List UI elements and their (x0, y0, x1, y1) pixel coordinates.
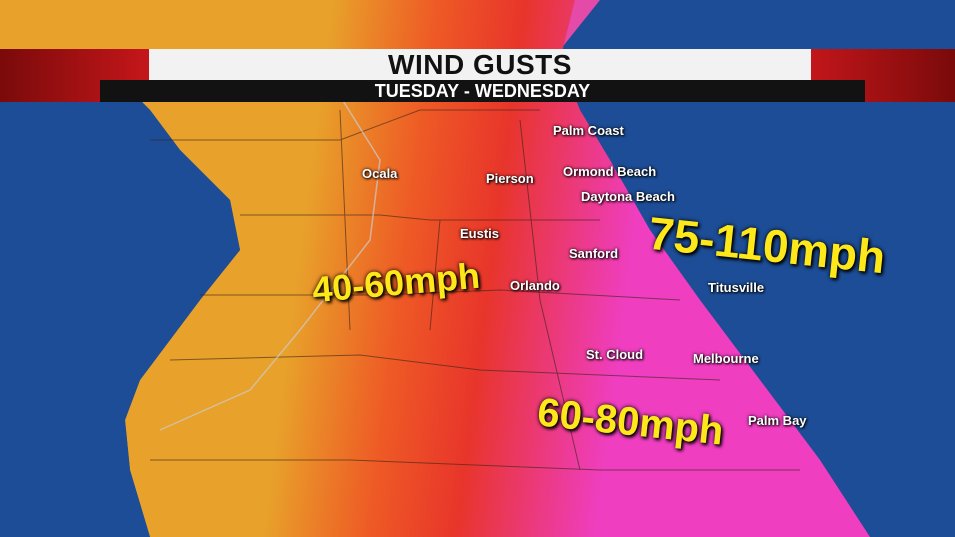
city-label: Titusville (708, 280, 765, 295)
city-label: Orlando (510, 278, 560, 293)
city-label: Ormond Beach (563, 164, 657, 179)
banner-title: WIND GUSTS (149, 49, 811, 80)
city-label: St. Cloud (586, 347, 644, 362)
city-label: Daytona Beach (581, 189, 675, 204)
city-label: Pierson (486, 171, 534, 186)
title-banner: WIND GUSTS TUESDAY - WEDNESDAY (0, 49, 955, 102)
land-left (0, 60, 240, 537)
county-lines (150, 109, 800, 471)
city-label: Sanford (569, 246, 619, 261)
city-label: Ocala (362, 166, 398, 181)
city-label: Melbourne (693, 351, 759, 366)
banner-subtitle: TUESDAY - WEDNESDAY (100, 80, 865, 102)
city-label: Palm Coast (553, 123, 624, 138)
land-florida (0, 0, 870, 537)
city-label: Eustis (460, 226, 500, 241)
highway (159, 79, 381, 431)
city-label: Palm Bay (748, 413, 807, 428)
